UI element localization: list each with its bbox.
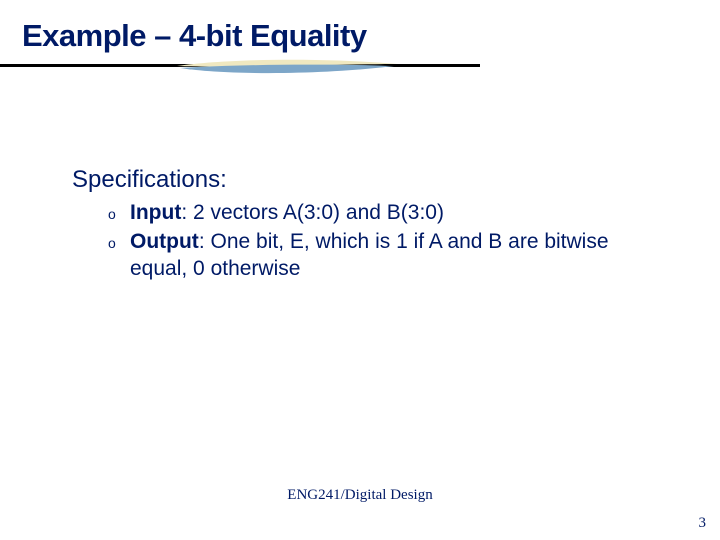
list-item: o Input: 2 vectors A(3:0) and B(3:0) <box>108 200 658 227</box>
spec-heading: Specifications: <box>72 166 658 194</box>
swoosh-icon <box>172 54 402 82</box>
item-label: Output <box>130 230 199 253</box>
item-rest: 2 vectors A(3:0) and B(3:0) <box>187 201 444 224</box>
slide-title: Example – 4-bit Equality <box>22 18 698 54</box>
item-label: Input <box>130 201 181 224</box>
title-underline <box>22 56 698 84</box>
page-number: 3 <box>699 515 707 532</box>
list-item: o Output: One bit, E, which is 1 if A an… <box>108 229 658 283</box>
spec-list: o Input: 2 vectors A(3:0) and B(3:0) o O… <box>108 200 658 283</box>
bullet-marker: o <box>108 200 116 228</box>
bullet-marker: o <box>108 229 116 257</box>
slide-body: Specifications: o Input: 2 vectors A(3:0… <box>72 166 658 283</box>
slide: Example – 4-bit Equality Specifications:… <box>0 0 720 540</box>
footer-text: ENG241/Digital Design <box>0 487 720 504</box>
